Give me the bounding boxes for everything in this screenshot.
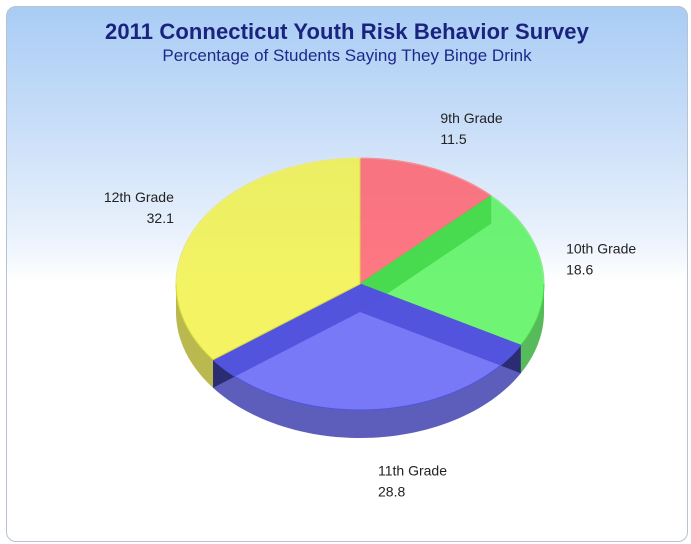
chart-frame: 2011 Connecticut Youth Risk Behavior Sur… [6, 6, 688, 542]
slice-label-10th-grade: 10th Grade [566, 241, 636, 257]
slice-value-11th-grade: 28.8 [378, 484, 405, 500]
slice-11th-grade[interactable] [212, 283, 522, 411]
slice-value-12th-grade: 32.1 [147, 210, 174, 226]
slice-9th-grade[interactable] [359, 157, 493, 285]
pie-chart: 9th Grade 11.5 10th Grade 18.6 11th Grade 28.… [104, 110, 637, 500]
slice-value-10th-grade: 18.6 [566, 262, 593, 278]
pie-rim-highlight [175, 157, 545, 285]
slice-label-12th-grade: 12th Grade [104, 189, 174, 205]
chart-subtitle: Percentage of Students Saying They Binge… [162, 46, 532, 65]
slice-value-9th-grade: 11.5 [440, 131, 466, 147]
slice-side-12th-grade [176, 284, 214, 388]
slice-label-11th-grade: 11th Grade [378, 463, 447, 479]
slice-12th-grade[interactable] [175, 157, 361, 361]
chart-title: 2011 Connecticut Youth Risk Behavior Sur… [105, 19, 589, 44]
slice-10th-grade[interactable] [358, 195, 545, 346]
slice-label-9th-grade: 9th Grade [440, 110, 502, 126]
slice-side-11th-grade [213, 345, 521, 438]
